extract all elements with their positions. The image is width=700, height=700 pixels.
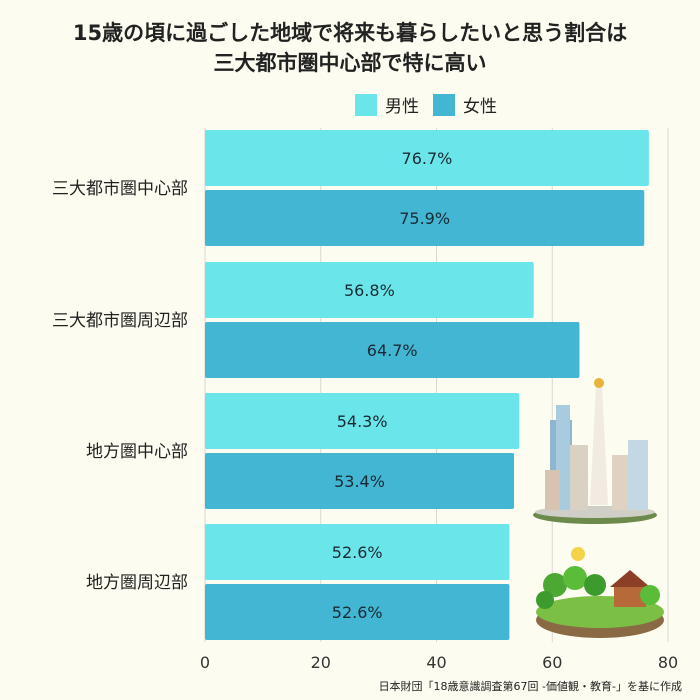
bar-value-label: 75.9% [399, 209, 450, 228]
legend: 男性 女性 [355, 92, 511, 117]
city-illustration [533, 378, 657, 524]
bar-value-label: 64.7% [367, 341, 418, 360]
bar [205, 584, 510, 640]
bar-value-label: 54.3% [337, 412, 388, 431]
bar-value-label: 52.6% [332, 603, 383, 622]
category-label: 三大都市圏周辺部 [52, 311, 188, 331]
bar [205, 524, 510, 580]
title-line-1: 15歳の頃に過ごした地域で将来も暮らしたいと思う割合は [72, 21, 628, 45]
bar-value-label: 53.4% [334, 472, 385, 491]
x-tick-label: 20 [311, 653, 331, 672]
bar [205, 453, 515, 509]
bar-value-label: 56.8% [344, 281, 395, 300]
bar [205, 322, 580, 378]
x-tick-label: 60 [542, 653, 562, 672]
x-tick-label: 0 [200, 653, 210, 672]
bar [205, 262, 534, 318]
legend-item-male: 男性 [355, 92, 419, 117]
x-tick-label: 80 [658, 653, 678, 672]
category-label: 三大都市圏中心部 [52, 179, 188, 199]
legend-label-female: 女性 [463, 97, 497, 117]
x-tick-label: 40 [426, 653, 446, 672]
bar [205, 190, 645, 246]
bar-value-label: 52.6% [332, 543, 383, 562]
source-note: 日本財団「18歳意識調査第67回 -価値観・教育-」を基に作成 [378, 680, 682, 693]
bar-value-label: 76.7% [402, 149, 453, 168]
legend-label-male: 男性 [385, 97, 419, 117]
bar [205, 393, 520, 449]
category-label: 地方圏周辺部 [86, 573, 188, 593]
chart-title: 15歳の頃に過ごした地域で将来も暮らしたいと思う割合は 三大都市圏中心部で特に高… [0, 18, 700, 78]
category-label: 地方圏中心部 [86, 442, 188, 462]
legend-item-female: 女性 [433, 92, 497, 117]
legend-swatch-male [355, 93, 377, 116]
bar [205, 130, 649, 186]
countryside-illustration [536, 547, 664, 638]
title-line-2: 三大都市圏中心部で特に高い [213, 51, 487, 75]
legend-swatch-female [433, 93, 455, 116]
